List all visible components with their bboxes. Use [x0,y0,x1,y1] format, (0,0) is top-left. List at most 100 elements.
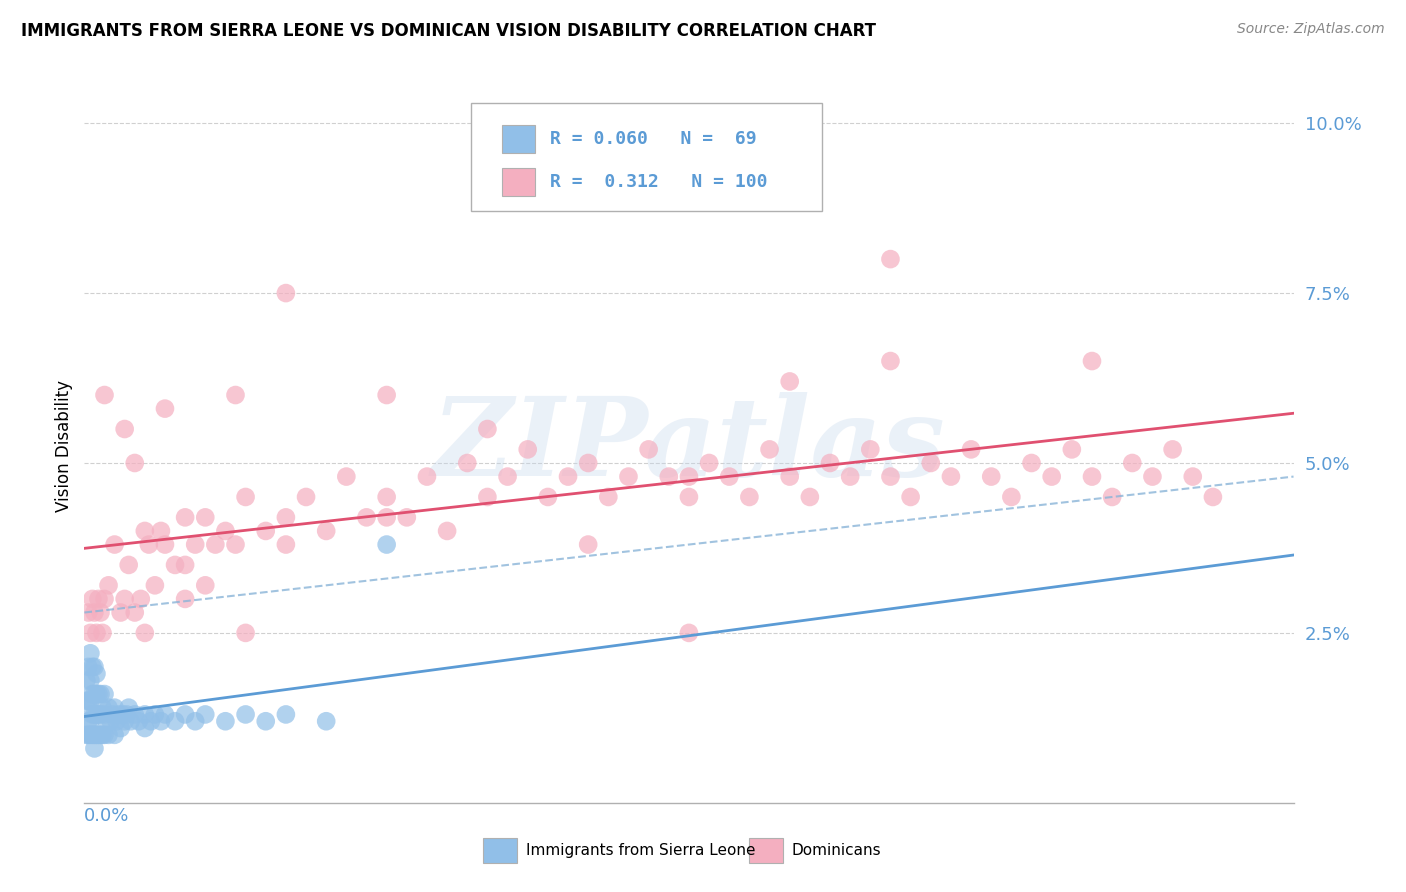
Point [118,558,141,572]
Point [110,721,132,735]
Point [153,707,176,722]
Point [93,728,115,742]
Point [89,728,111,742]
Point [356,510,378,524]
Point [77,714,100,729]
Point [477,184,499,198]
Point [79,673,101,688]
Point [939,469,962,483]
Point [194,578,217,592]
Point [1060,442,1083,457]
Point [1181,469,1204,483]
Text: 0.0%: 0.0% [84,807,129,825]
Point [859,442,882,457]
Point [879,252,901,266]
Point [87,707,110,722]
Point [235,490,257,504]
Point [295,490,318,504]
Point [79,714,101,729]
Point [100,714,122,729]
Point [91,728,114,742]
Point [678,469,700,483]
Point [839,469,862,483]
Point [194,707,217,722]
Point [235,626,257,640]
Point [149,524,172,538]
Point [82,660,104,674]
Point [516,442,538,457]
Point [96,714,118,729]
Point [104,700,127,714]
Point [83,660,105,674]
Point [77,606,100,620]
Point [779,469,801,483]
Point [87,728,110,742]
Point [658,469,681,483]
Point [1000,490,1022,504]
Point [114,422,136,436]
Point [456,456,478,470]
Point [82,707,104,722]
Point [93,687,115,701]
Point [576,537,599,551]
Point [416,469,439,483]
Point [375,388,398,402]
Point [1121,456,1143,470]
Point [89,687,111,701]
Point [254,524,277,538]
Point [75,728,97,742]
Point [165,558,187,572]
Point [134,524,156,538]
FancyBboxPatch shape [484,838,517,863]
Point [576,456,599,470]
Point [110,606,132,620]
Point [89,707,111,722]
Point [107,707,129,722]
Point [118,700,141,714]
Point [114,591,136,606]
Point [129,591,152,606]
Point [980,469,1002,483]
Point [920,456,942,470]
Point [557,469,579,483]
Point [375,490,398,504]
Point [77,660,100,674]
Point [799,490,821,504]
Text: R = 0.060   N =  69: R = 0.060 N = 69 [550,130,756,148]
Point [1101,490,1123,504]
Point [139,714,162,729]
Y-axis label: Vision Disability: Vision Disability [55,380,73,512]
Point [274,286,297,301]
Point [82,728,104,742]
Point [86,707,108,722]
Point [143,578,166,592]
Point [315,714,337,729]
Point [149,714,172,729]
FancyBboxPatch shape [502,168,536,196]
Point [375,510,398,524]
Point [124,707,146,722]
Point [315,524,337,538]
Point [124,456,146,470]
Point [75,673,97,688]
Point [274,707,297,722]
FancyBboxPatch shape [502,125,536,153]
Point [194,510,217,524]
Point [77,694,100,708]
FancyBboxPatch shape [749,838,783,863]
Point [134,626,156,640]
Point [165,714,187,729]
Point [87,687,110,701]
Text: Source: ZipAtlas.com: Source: ZipAtlas.com [1237,22,1385,37]
Point [97,728,120,742]
Point [678,626,700,640]
Point [174,707,197,722]
Point [375,537,398,551]
Point [214,524,236,538]
Text: IMMIGRANTS FROM SIERRA LEONE VS DOMINICAN VISION DISABILITY CORRELATION CHART: IMMIGRANTS FROM SIERRA LEONE VS DOMINICA… [21,22,876,40]
Text: Immigrants from Sierra Leone: Immigrants from Sierra Leone [526,843,755,858]
Point [184,714,207,729]
Point [477,422,499,436]
Point [82,687,104,701]
Point [93,707,115,722]
